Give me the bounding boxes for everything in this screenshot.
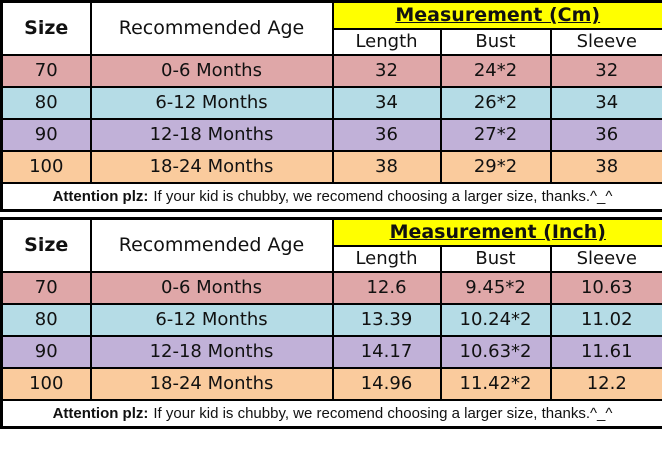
header-row: Size Recommended Age Measurement (Inch)	[0, 217, 662, 273]
length-cell: 12.6	[331, 270, 442, 305]
length-cell: 34	[331, 85, 442, 120]
attention-note-label: Attention plz:	[52, 187, 149, 205]
size-cell: 80	[0, 302, 92, 337]
table-row-cm-70: 70 0-6 Months 32 24*2 32	[0, 53, 662, 88]
age-cell: 6-12 Months	[89, 85, 334, 120]
bust-column-header: Bust	[439, 27, 552, 56]
size-cell: 100	[0, 366, 92, 401]
table-row-inch-80: 80 6-12 Months 13.39 10.24*2 11.02	[0, 302, 662, 337]
subheader-row: Length Bust Sleeve	[2, 244, 662, 273]
bust-cell: 26*2	[439, 85, 552, 120]
sleeve-cell: 10.63	[549, 270, 662, 305]
size-column-header: Size	[0, 0, 92, 56]
size-chart-inch-table: Size Recommended Age Measurement (Inch) …	[0, 217, 662, 429]
measurement-inch-header: Measurement (Inch)	[331, 217, 662, 247]
age-cell: 0-6 Months	[89, 53, 334, 88]
size-cell: 100	[0, 149, 92, 184]
sleeve-cell: 12.2	[549, 366, 662, 401]
sleeve-cell: 11.61	[549, 334, 662, 369]
header-row: Size Recommended Age Measurement (Cm)	[0, 0, 662, 56]
length-cell: 13.39	[331, 302, 442, 337]
note-row: Attention plz: If your kid is chubby, we …	[0, 398, 662, 429]
attention-note-text: If your kid is chubby, we recomend choos…	[153, 404, 613, 422]
bust-cell: 29*2	[439, 149, 552, 184]
length-column-header: Length	[331, 244, 442, 273]
measurement-cm-title: Measurement (Cm)	[395, 4, 601, 27]
measurement-cm-header: Measurement (Cm)	[331, 0, 662, 30]
size-chart-cm-table: Size Recommended Age Measurement (Cm) Le…	[0, 0, 662, 212]
subheader-row: Length Bust Sleeve	[2, 27, 662, 56]
size-column-header: Size	[0, 217, 92, 273]
age-column-header: Recommended Age	[89, 217, 334, 273]
table-row-cm-100: 100 18-24 Months 38 29*2 38	[0, 149, 662, 184]
attention-note: Attention plz: If your kid is chubby, we …	[0, 181, 662, 212]
measurement-inch-title: Measurement (Inch)	[389, 221, 606, 244]
size-cell: 90	[0, 117, 92, 152]
attention-note: Attention plz: If your kid is chubby, we …	[0, 398, 662, 429]
bust-cell: 11.42*2	[439, 366, 552, 401]
length-column-header: Length	[331, 27, 442, 56]
attention-note-text: If your kid is chubby, we recomend choos…	[153, 187, 613, 205]
bust-cell: 10.24*2	[439, 302, 552, 337]
age-cell: 18-24 Months	[89, 366, 334, 401]
size-cell: 80	[0, 85, 92, 120]
length-cell: 36	[331, 117, 442, 152]
age-cell: 12-18 Months	[89, 117, 334, 152]
table-row-inch-90: 90 12-18 Months 14.17 10.63*2 11.61	[0, 334, 662, 369]
table-row-cm-80: 80 6-12 Months 34 26*2 34	[0, 85, 662, 120]
age-cell: 0-6 Months	[89, 270, 334, 305]
age-cell: 18-24 Months	[89, 149, 334, 184]
length-cell: 32	[331, 53, 442, 88]
table-row-inch-70: 70 0-6 Months 12.6 9.45*2 10.63	[0, 270, 662, 305]
attention-note-label: Attention plz:	[52, 404, 149, 422]
table-row-cm-90: 90 12-18 Months 36 27*2 36	[0, 117, 662, 152]
sleeve-cell: 38	[549, 149, 662, 184]
note-row: Attention plz: If your kid is chubby, we …	[0, 181, 662, 212]
length-cell: 14.96	[331, 366, 442, 401]
bust-cell: 27*2	[439, 117, 552, 152]
bust-cell: 24*2	[439, 53, 552, 88]
size-cell: 70	[0, 270, 92, 305]
size-cell: 70	[0, 53, 92, 88]
age-cell: 6-12 Months	[89, 302, 334, 337]
bust-cell: 10.63*2	[439, 334, 552, 369]
bust-column-header: Bust	[439, 244, 552, 273]
age-cell: 12-18 Months	[89, 334, 334, 369]
sleeve-cell: 34	[549, 85, 662, 120]
sleeve-cell: 36	[549, 117, 662, 152]
size-cell: 90	[0, 334, 92, 369]
table-row-inch-100: 100 18-24 Months 14.96 11.42*2 12.2	[0, 366, 662, 401]
sleeve-cell: 32	[549, 53, 662, 88]
length-cell: 38	[331, 149, 442, 184]
sleeve-column-header: Sleeve	[549, 27, 662, 56]
length-cell: 14.17	[331, 334, 442, 369]
sleeve-cell: 11.02	[549, 302, 662, 337]
sleeve-column-header: Sleeve	[549, 244, 662, 273]
bust-cell: 9.45*2	[439, 270, 552, 305]
age-column-header: Recommended Age	[89, 0, 334, 56]
